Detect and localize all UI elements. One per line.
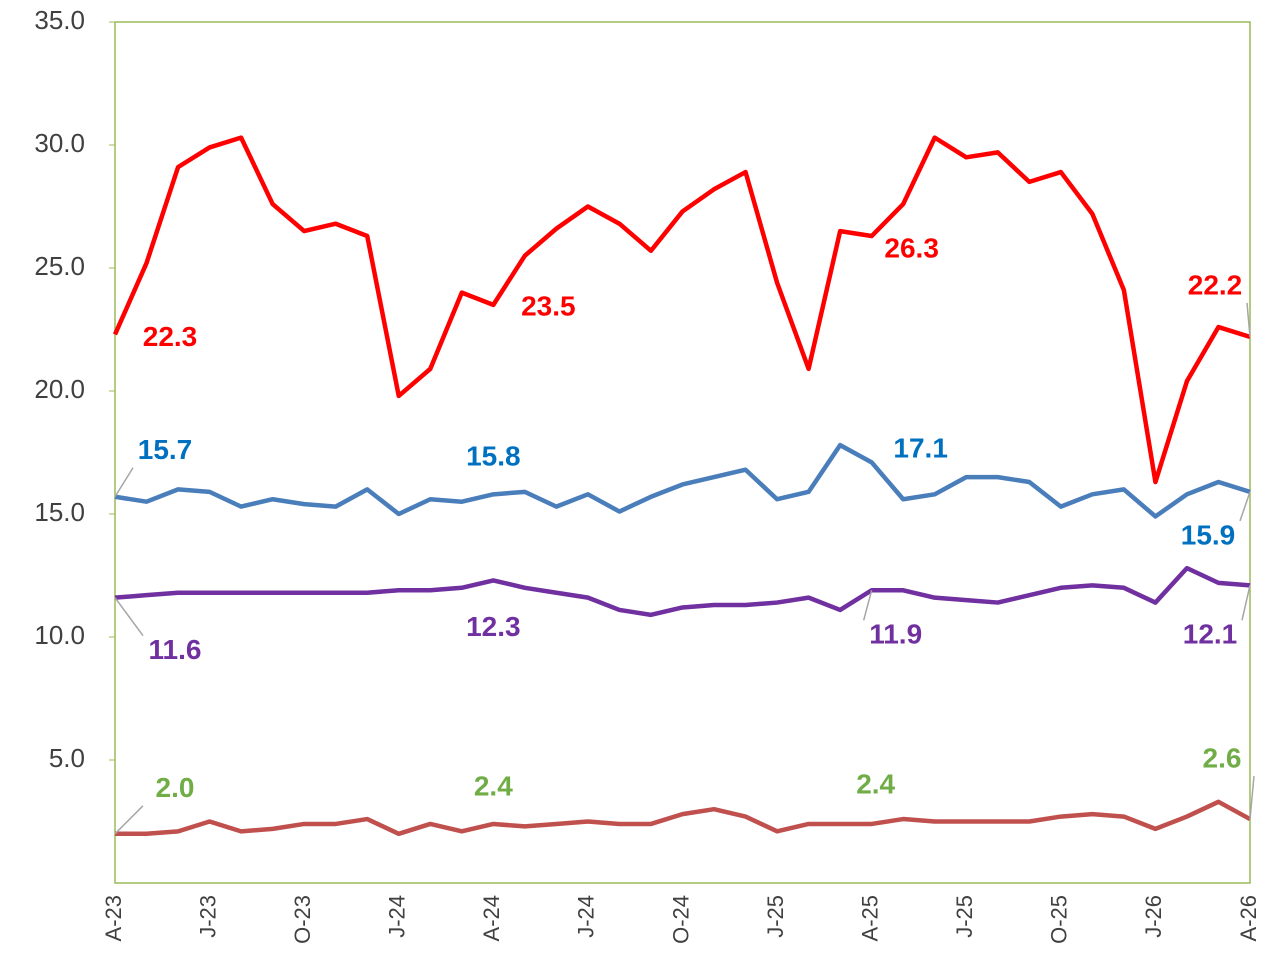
data-label: 23.5 xyxy=(521,290,576,321)
data-label: 2.0 xyxy=(156,772,195,803)
series-line xyxy=(114,565,1251,618)
y-tick-label: 20.0 xyxy=(34,374,85,404)
data-label: 15.9 xyxy=(1181,519,1236,550)
data-label: 22.2 xyxy=(1188,269,1243,300)
x-tick-label: A-23 xyxy=(101,895,126,941)
data-label: 11.6 xyxy=(149,634,202,665)
leader-line xyxy=(114,467,134,498)
series-line xyxy=(112,135,1251,485)
x-tick-label: A-26 xyxy=(1236,895,1261,941)
data-label: 2.4 xyxy=(474,770,513,801)
x-tick-label: J-25 xyxy=(952,895,977,938)
leader-line xyxy=(1249,775,1255,820)
leader-line xyxy=(1241,585,1251,621)
y-tick-label: 15.0 xyxy=(34,497,85,527)
y-tick-label: 5.0 xyxy=(49,743,85,773)
leader-line xyxy=(862,590,873,621)
x-tick-label: O-25 xyxy=(1047,895,1072,944)
data-label: 15.8 xyxy=(466,441,521,472)
data-label: 12.1 xyxy=(1183,619,1238,650)
plot-frame xyxy=(114,21,1251,884)
x-tick-label: J-24 xyxy=(385,895,410,938)
x-tick-label: O-23 xyxy=(290,895,315,944)
x-tick-label: A-24 xyxy=(479,895,504,941)
x-tick-label: A-25 xyxy=(857,895,882,941)
data-label: 26.3 xyxy=(884,232,939,263)
series-line xyxy=(114,442,1251,519)
y-tick-label: 35.0 xyxy=(34,5,85,35)
leader-line xyxy=(1246,302,1251,337)
data-label: 2.6 xyxy=(1203,742,1242,773)
y-tick-label: 30.0 xyxy=(34,128,85,158)
data-label: 22.3 xyxy=(143,321,198,352)
data-label: 2.4 xyxy=(856,768,895,799)
x-tick-label: J-24 xyxy=(574,895,599,938)
y-tick-label: 10.0 xyxy=(34,620,85,650)
x-tick-label: O-24 xyxy=(668,895,693,944)
y-tick-label: 25.0 xyxy=(34,251,85,281)
data-label: 15.7 xyxy=(138,434,193,465)
x-tick-label: J-25 xyxy=(763,895,788,938)
data-label: 11.9 xyxy=(869,619,922,650)
leader-line xyxy=(1239,491,1251,522)
series-line xyxy=(115,799,1252,837)
x-tick-label: J-26 xyxy=(1141,895,1166,938)
data-label: 12.3 xyxy=(466,611,521,642)
leader-line xyxy=(114,805,144,835)
x-tick-label: J-23 xyxy=(195,895,220,938)
data-label: 17.1 xyxy=(893,433,948,464)
leader-line xyxy=(114,597,144,637)
